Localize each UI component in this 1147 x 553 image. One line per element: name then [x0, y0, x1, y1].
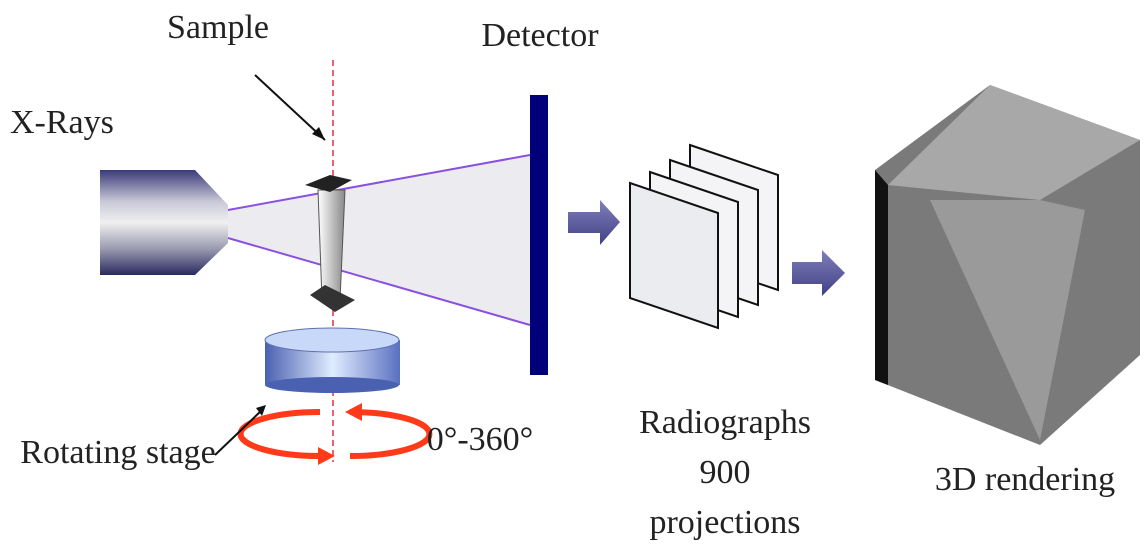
pointer	[254, 74, 326, 141]
xray-source	[100, 170, 195, 275]
beam-edge	[227, 237, 531, 326]
pointer-head	[256, 405, 266, 416]
arrow-head	[345, 403, 362, 421]
radiographs-unit: projections	[649, 504, 800, 541]
stage-label: Rotating stage	[20, 434, 215, 471]
pointer-head	[312, 127, 325, 140]
sample	[317, 189, 346, 301]
rotation-arrow	[349, 409, 433, 459]
cube-edge	[875, 170, 888, 385]
cube-cut	[930, 200, 1085, 440]
arrow-head	[318, 447, 335, 465]
beam	[228, 155, 530, 325]
radiographs-label: Radiographs	[639, 404, 811, 441]
rendering-label: 3D rendering	[935, 461, 1115, 498]
xrays-label: X-Rays	[10, 104, 114, 141]
sample-label: Sample	[167, 9, 269, 46]
flow-arrow	[568, 200, 620, 245]
sample-bottom	[310, 285, 355, 312]
radiographs	[629, 143, 779, 330]
angle-label: 0°-360°	[427, 421, 534, 458]
beam-edge	[227, 154, 531, 211]
detector-label: Detector	[481, 17, 599, 54]
stage-bottom	[265, 377, 399, 393]
flow-arrow	[792, 250, 845, 296]
pointer	[214, 409, 263, 456]
stage-top	[264, 327, 400, 353]
cube-top	[888, 85, 1140, 200]
detector	[530, 95, 548, 375]
xray-nozzle	[195, 170, 228, 275]
rotation-arrow	[237, 409, 321, 459]
sample-top	[305, 175, 352, 192]
radiographs-count: 900	[700, 454, 751, 491]
